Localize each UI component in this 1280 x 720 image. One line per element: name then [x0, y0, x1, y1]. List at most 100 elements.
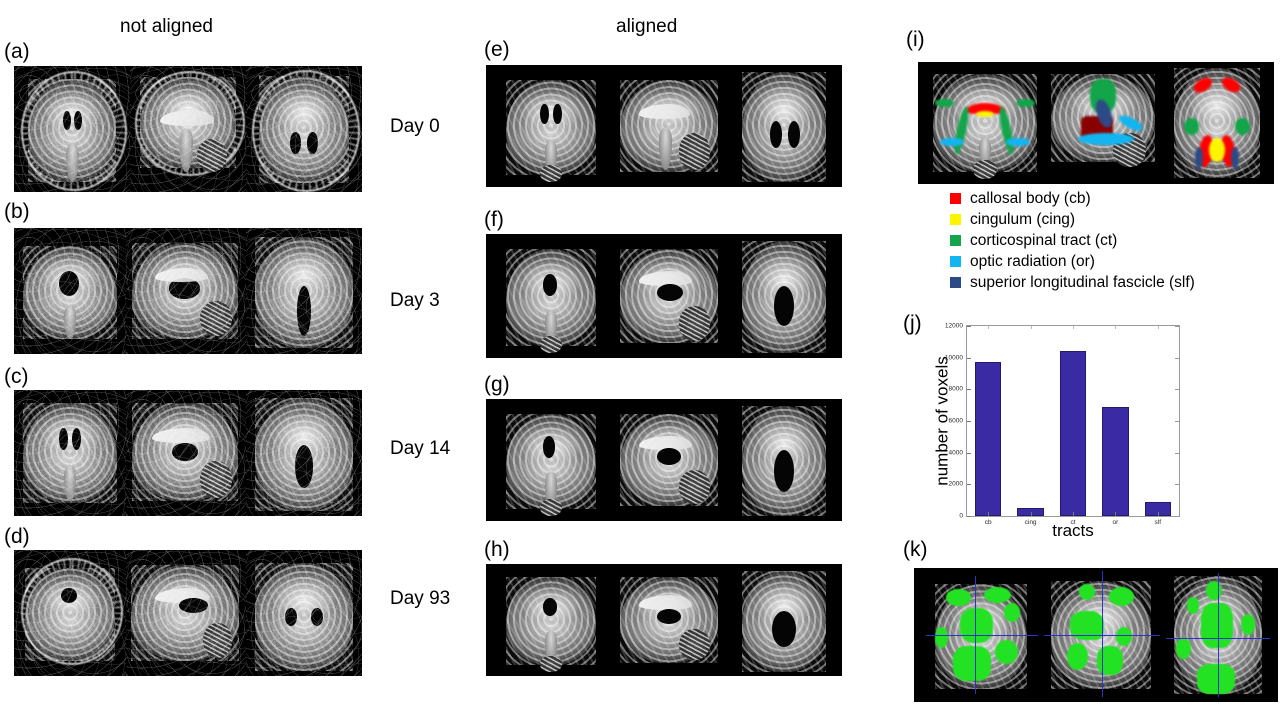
chart-bar-slf	[1144, 502, 1171, 516]
mri-slice-axial	[246, 228, 362, 354]
chart-y-tick-mark	[967, 516, 971, 517]
chart-x-tick-label-ct: ct	[1070, 519, 1076, 526]
mri-panel-g	[486, 399, 842, 521]
legend-label-ct: corticospinal tract (ct)	[970, 232, 1118, 249]
row-label-day-93: Day 93	[390, 588, 451, 609]
legend-item-ct: corticospinal tract (ct)	[950, 230, 1280, 251]
legend-item-cing: cingulum (cing)	[950, 209, 1280, 230]
tract-overlay-ct	[1015, 98, 1035, 108]
lesion-blob	[1108, 586, 1135, 606]
panel-label-g: (g)	[484, 373, 510, 396]
panel-label-f: (f)	[484, 208, 504, 231]
chart-y-tick-label: 4000	[948, 449, 963, 457]
mri-slice-coronal	[14, 228, 126, 354]
lesion-blob	[1205, 581, 1223, 601]
chart-y-tick-mark-right	[1175, 421, 1179, 422]
mri-slice-coronal	[14, 550, 126, 676]
tract-overlay-slf	[1194, 147, 1203, 170]
mri-slice-sagittal	[126, 228, 246, 354]
lesion-blob	[946, 589, 971, 606]
lesion-blob	[1176, 637, 1191, 660]
panel-label-k: (k)	[903, 538, 928, 561]
crosshair-horizontal	[926, 635, 1038, 636]
legend-label-cing: cingulum (cing)	[970, 211, 1076, 228]
mri-slice-axial	[734, 399, 834, 521]
tract-overlay-slf	[1231, 147, 1240, 170]
chart-top-tick-mark	[1030, 326, 1032, 329]
panel-label-c: (c)	[4, 365, 29, 388]
panel-label-i: (i)	[906, 28, 925, 51]
chart-y-tick-label: 12000	[944, 322, 963, 330]
chart-y-tick-mark-right	[1175, 326, 1179, 327]
lesion-blob	[995, 640, 1018, 665]
chart-y-tick-mark-right	[1175, 452, 1179, 454]
mri-panel-e	[486, 65, 842, 187]
legend-item-slf: superior longitudinal fascicle (slf)	[950, 272, 1280, 293]
panel-label-e: (e)	[484, 38, 510, 61]
tract-overlay-ct	[1184, 118, 1199, 136]
chart-y-tick-label: 2000	[948, 480, 963, 488]
legend-swatch-cb	[950, 193, 961, 204]
chart-bar-or	[1102, 407, 1129, 516]
crosshair-horizontal	[1044, 635, 1160, 636]
chart-y-tick-mark-right	[1175, 516, 1179, 517]
mri-slice-sagittal	[126, 550, 246, 676]
chart-x-tick-mark	[988, 512, 990, 516]
chart-y-tick-mark	[967, 452, 971, 454]
chart-x-tick-label-cb: cb	[984, 519, 992, 526]
chart-y-tick-mark	[967, 326, 971, 327]
lesion-blob	[1090, 626, 1102, 641]
mri-slice-sagittal	[126, 390, 246, 516]
chart-x-tick-label-slf: slf	[1154, 519, 1162, 526]
legend-swatch-slf	[950, 277, 961, 288]
chart-x-tick-mark	[1115, 512, 1117, 516]
mri-slice-coronal	[926, 568, 1038, 702]
chart-top-tick-mark	[1115, 326, 1117, 329]
chart-plot-area: 0 2000 4000 6000 8000 10000 12000 cb cing ct or slf	[945, 323, 1180, 526]
lesion-blob	[1004, 602, 1021, 622]
mri-slice-sagittal	[1044, 568, 1160, 702]
tract-overlay-ct	[1235, 118, 1250, 136]
mri-slice-coronal	[498, 564, 604, 676]
lesion-blob	[1067, 643, 1089, 670]
tract-overlay-cing	[975, 110, 995, 117]
lesion-blob	[1197, 664, 1235, 694]
chart-y-tick-mark	[967, 389, 971, 391]
lesion-blob	[1078, 584, 1096, 601]
mri-slice-coronal	[498, 234, 604, 358]
mri-slice-sagittal	[614, 65, 726, 187]
column-title-aligned: aligned	[616, 16, 678, 37]
mri-panel-k-lesion	[914, 568, 1278, 702]
chart-y-tick-mark	[967, 357, 971, 359]
mri-slice-axial	[246, 390, 362, 516]
legend-swatch-or	[950, 256, 961, 267]
lesion-blob	[1186, 597, 1200, 614]
crosshair-vertical	[1218, 573, 1219, 697]
lesion-blob	[959, 608, 994, 644]
mri-panel-c	[14, 390, 362, 516]
panel-label-h: (h)	[484, 538, 510, 561]
chart-top-tick-mark	[988, 326, 990, 329]
row-label-day-3: Day 3	[390, 290, 440, 311]
mri-slice-sagittal	[614, 564, 726, 676]
legend-item-cb: callosal body (cb)	[950, 188, 1280, 209]
chart-top-tick-mark	[1157, 326, 1159, 329]
lesion-blob	[952, 645, 991, 681]
mri-slice-coronal	[14, 390, 126, 516]
legend-swatch-ct	[950, 235, 961, 246]
chart-bar-ct	[1059, 350, 1087, 516]
chart-y-tick-mark-right	[1175, 484, 1179, 486]
crosshair-vertical	[1102, 570, 1103, 697]
mri-slice-sagittal	[614, 234, 726, 358]
lesion-blob	[1240, 613, 1256, 635]
mri-slice-axial	[734, 564, 834, 676]
legend-item-or: optic radiation (or)	[950, 251, 1280, 272]
chart-x-tick-mark	[1073, 512, 1074, 516]
mri-panel-i-tracts	[918, 62, 1274, 184]
panel-label-j: (j)	[903, 312, 922, 335]
panel-label-d: (d)	[4, 525, 30, 548]
chart-y-tick-mark-right	[1175, 357, 1179, 359]
mri-slice-axial	[1166, 62, 1268, 184]
chart-x-tick-mark	[1157, 512, 1159, 516]
mri-panel-b	[14, 228, 362, 354]
